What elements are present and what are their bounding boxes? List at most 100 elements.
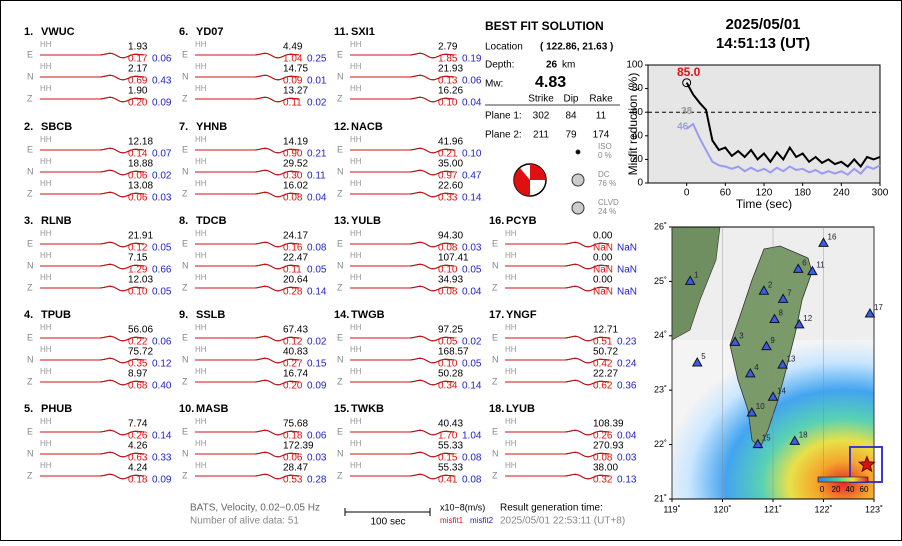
station-label: 3: [739, 331, 744, 340]
observed-waveform: [195, 74, 300, 81]
observed-waveform: [40, 74, 145, 81]
band: HH: [505, 439, 517, 448]
component: Z: [27, 282, 33, 292]
component: E: [27, 238, 33, 248]
band: HH: [350, 367, 362, 376]
component: Z: [182, 93, 188, 103]
misfit1: 0.42: [593, 359, 613, 370]
band: HH: [505, 417, 517, 426]
station-marker: [793, 318, 805, 329]
observed-waveform: [195, 147, 300, 154]
misfit2: 0.14: [152, 431, 172, 442]
station-name: SBCB: [41, 121, 72, 133]
amplitude: 0.00: [593, 231, 613, 242]
component: E: [27, 144, 33, 154]
component: Z: [27, 188, 33, 198]
observed-waveform: [40, 285, 145, 292]
misfit1: 0.18: [283, 431, 303, 442]
station-marker: [684, 275, 696, 285]
amplitude: 55.33: [438, 441, 463, 452]
band: HH: [195, 157, 207, 166]
component: Z: [182, 188, 188, 198]
band: HH: [350, 417, 362, 426]
station-marker: [752, 438, 764, 449]
band: HH: [195, 84, 207, 93]
amplitude: 16.02: [283, 181, 308, 192]
station-label: 8: [779, 309, 784, 318]
station-name: YNGF: [506, 309, 537, 321]
misfit2: 0.04: [307, 193, 327, 204]
y-tick-label: 21˚: [654, 493, 667, 503]
band: HH: [350, 84, 362, 93]
station-marker: [818, 237, 829, 247]
amplitude: 22.60: [438, 181, 463, 192]
observed-waveform: [40, 147, 145, 154]
observed-waveform: [40, 96, 145, 103]
station-name: SXI1: [351, 26, 375, 38]
band: HH: [350, 345, 362, 354]
misfit2: 0.40: [152, 381, 172, 392]
misfit2: 0.06: [462, 76, 482, 87]
misfit1: 0.90: [283, 149, 303, 160]
misfit2: 0.47: [462, 171, 482, 182]
component: E: [492, 238, 498, 248]
band: HH: [40, 62, 52, 71]
amplitude: 24.17: [283, 231, 308, 242]
component: N: [182, 166, 189, 176]
component: E: [182, 144, 188, 154]
amplitude: 168.57: [438, 347, 469, 358]
x-tick-label: 123˚: [865, 504, 883, 514]
misfit1: 0.06: [283, 453, 303, 464]
band: HH: [195, 345, 207, 354]
component: E: [337, 426, 343, 436]
station-number: 7.: [179, 121, 188, 133]
component-value: 24 %: [598, 207, 616, 216]
observed-waveform: [40, 263, 145, 270]
observed-waveform: [195, 429, 300, 436]
observed-waveform: [195, 96, 300, 103]
amplitude: 14.19: [283, 137, 308, 148]
station-name: RLNB: [41, 215, 72, 227]
amplitude: 13.27: [283, 86, 308, 97]
amplitude: 7.15: [128, 253, 148, 264]
station-marker: [761, 340, 772, 351]
band: HH: [505, 345, 517, 354]
misfit1: 0.63: [128, 453, 148, 464]
x-axis-label: Time (sec): [736, 197, 792, 211]
station-name: PHUB: [41, 403, 72, 415]
misfit1: 0.26: [593, 431, 613, 442]
amplitude: 50.28: [438, 369, 463, 380]
y-tick-label: 22˚: [654, 439, 667, 449]
misfit2: 0.04: [462, 287, 482, 298]
observed-waveform: [505, 357, 610, 364]
location-label: Location: [485, 42, 523, 53]
station-number: 18.: [489, 403, 504, 415]
time: 14:51:13 (UT): [716, 35, 810, 52]
series-line: [685, 82, 881, 169]
component-icon: [575, 149, 581, 155]
amplitude: 55.33: [438, 463, 463, 474]
column-header: Dip: [563, 94, 578, 105]
observed-waveform: [40, 169, 145, 176]
amplitude: 13.08: [128, 181, 153, 192]
component: Z: [182, 376, 188, 386]
station-number: 12.: [334, 121, 349, 133]
x-tick-label: 60: [720, 188, 732, 199]
misfit1: 0.20: [283, 381, 303, 392]
station-name: TWGB: [351, 309, 385, 321]
observed-waveform: [195, 451, 300, 458]
station-number: 6.: [179, 26, 188, 38]
band: HH: [195, 135, 207, 144]
observed-waveform: [350, 74, 455, 81]
station-number: 1.: [24, 26, 33, 38]
component: N: [182, 260, 189, 270]
x-tick-label: 120˚: [713, 504, 731, 514]
amplitude: 0.00: [593, 253, 613, 264]
component: N: [27, 354, 34, 364]
station-number: 2.: [24, 121, 33, 133]
observed-waveform: [350, 263, 455, 270]
observed-waveform: [40, 335, 145, 342]
amplitude: 8.97: [128, 369, 148, 380]
component: Z: [27, 376, 33, 386]
